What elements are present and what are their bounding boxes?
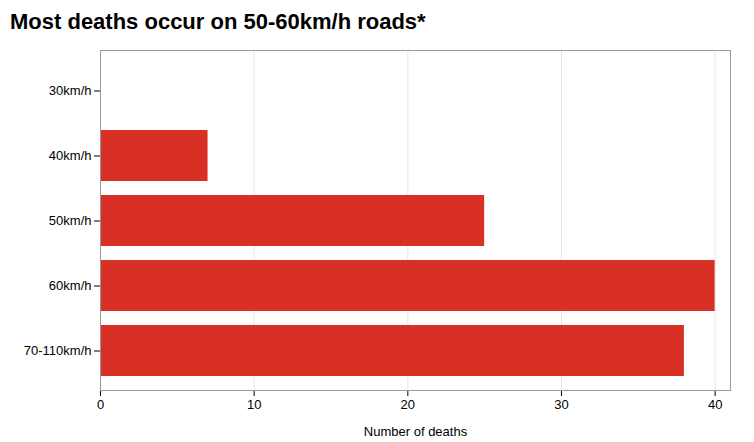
svg-text:10: 10 (247, 397, 261, 412)
svg-text:30km/h: 30km/h (49, 83, 92, 98)
svg-text:40: 40 (708, 397, 722, 412)
svg-text:40km/h: 40km/h (49, 148, 92, 163)
svg-text:0: 0 (97, 397, 104, 412)
svg-text:50km/h: 50km/h (49, 213, 92, 228)
html-text:Most deaths occur on 50-60km/h: Most deaths occur on 50-60km/h roads* (10, 9, 426, 34)
svg-text:Number of deaths: Number of deaths (364, 424, 468, 439)
svg-text:70-110km/h: 70-110km/h (24, 343, 92, 358)
svg-text:30: 30 (554, 397, 568, 412)
svg-text:60km/h: 60km/h (49, 278, 92, 293)
svg-text:20: 20 (401, 397, 415, 412)
